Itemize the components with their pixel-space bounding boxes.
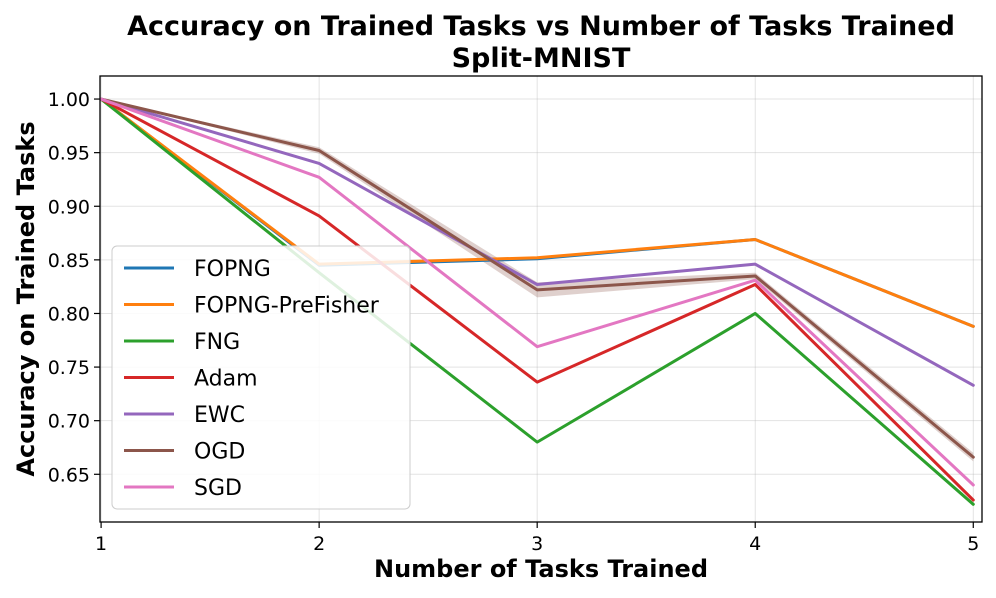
x-axis-label: Number of Tasks Trained: [374, 555, 708, 583]
legend-label-ewc: EWC: [194, 403, 245, 428]
series-line-ewc: [99, 97, 975, 387]
legend-label-adam: Adam: [194, 367, 258, 392]
y-tick-label: 1.00: [48, 89, 90, 111]
y-tick-label: 0.70: [48, 411, 90, 433]
series-line-fopng-prefisher: [99, 97, 975, 328]
series-line-ogd: [99, 97, 975, 459]
y-tick-label: 0.75: [48, 357, 90, 379]
x-axis-ticks: 1 2 3 4 5: [95, 522, 979, 555]
legend-label-fopng: FOPNG: [194, 257, 271, 282]
legend-label-fng: FNG: [194, 330, 240, 355]
plot-area-frame: [99, 75, 983, 523]
x-tick-label: 5: [967, 533, 979, 555]
y-axis-label: Accuracy on Trained Tasks: [12, 121, 40, 476]
chart-subtitle: Split-MNIST: [452, 43, 631, 74]
series-line-adam: [99, 97, 975, 502]
x-tick-label: 3: [531, 533, 543, 555]
legend-box: [111, 245, 411, 510]
series-line-sgd: [99, 97, 975, 487]
y-tick-label: 0.65: [48, 464, 90, 486]
legend-label-fopng-prefisher: FOPNG-PreFisher: [194, 294, 380, 319]
x-tick-label: 2: [313, 533, 325, 555]
y-tick-label: 0.80: [48, 303, 90, 325]
y-tick-label: 0.85: [48, 250, 90, 272]
legend: FOPNG FOPNG-PreFisher FNG Adam EWC OGD SGD: [111, 245, 411, 510]
x-tick-label: 4: [749, 533, 761, 555]
y-tick-label: 0.90: [48, 196, 90, 218]
y-axis-ticks: 0.65 0.70 0.75 0.80 0.85 0.90 0.95 1.00: [48, 89, 100, 486]
chart-title: Accuracy on Trained Tasks vs Number of T…: [127, 11, 955, 42]
legend-label-sgd: SGD: [194, 476, 242, 501]
series-lines: [99, 97, 975, 506]
y-tick-label: 0.95: [48, 143, 90, 165]
legend-label-ogd: OGD: [194, 440, 245, 465]
series-line-fng: [99, 97, 975, 506]
x-tick-label: 1: [95, 533, 107, 555]
